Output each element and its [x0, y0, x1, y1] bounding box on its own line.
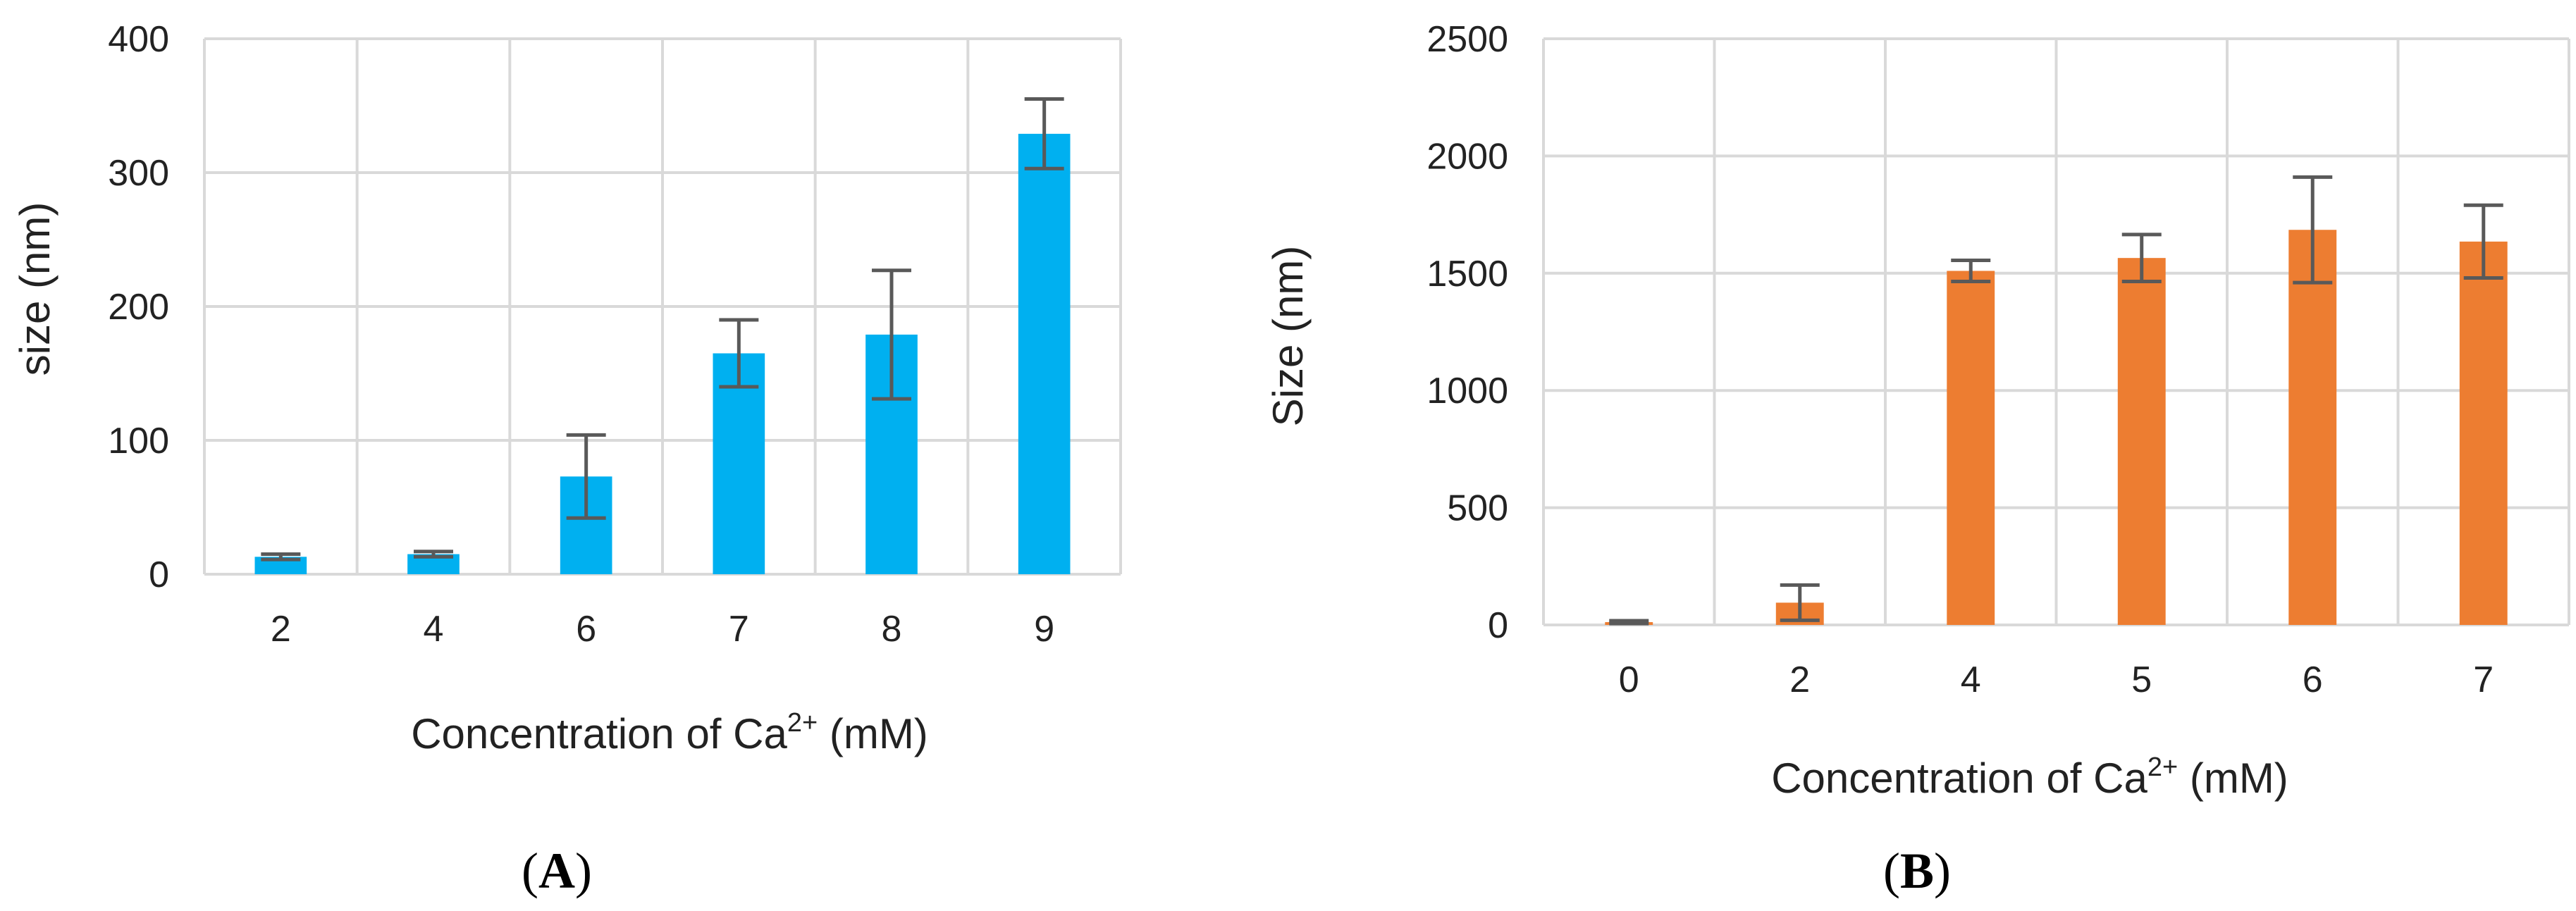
- x-tick-label-a-7: 7: [729, 609, 749, 650]
- x-tick-label-a-6: 6: [576, 609, 596, 650]
- x-ticks-a: 2 4 6 7 8 9: [271, 609, 1054, 650]
- x-axis-label-a-main: Concentration of Ca: [411, 710, 787, 757]
- y-ticks-b: 0 500 1000 1500 2000 2500: [1426, 19, 1508, 646]
- y-tick-label-b-1: 500: [1447, 488, 1508, 529]
- grid-b: [1542, 37, 2570, 626]
- y-tick-label-b-2: 1000: [1426, 371, 1508, 411]
- bar-a-7: [713, 353, 765, 574]
- x-axis-label-a-sup: 2+: [787, 708, 818, 738]
- x-axis-label-b-main: Concentration of Ca: [1771, 755, 2147, 802]
- y-tick-label-b-3: 1500: [1426, 254, 1508, 295]
- chart-panel-a: 0 100 200 300 400 2 4 6 7 8 9 size (nm) Concentra…: [11, 19, 1122, 899]
- x-axis-label-b: Concentration of Ca2+ (mM): [1771, 752, 2288, 802]
- x-tick-label-a-8: 8: [882, 609, 902, 650]
- x-tick-label-b-0: 0: [1619, 659, 1639, 700]
- error-bars-b: [1609, 175, 2503, 626]
- chart-panel-b: 0 500 1000 1500 2000 2500 0 2 4 5 6 7 Size (nm) Co…: [1264, 19, 2570, 899]
- x-axis-label-b-sup: 2+: [2147, 752, 2178, 782]
- x-axis-label-b-suffix: (mM): [2178, 755, 2288, 802]
- x-tick-label-b-7: 7: [2473, 659, 2494, 700]
- y-tick-label-a-3: 300: [108, 153, 169, 194]
- y-tick-label-a-4: 400: [108, 19, 169, 60]
- panel-label-b-letter: B: [1900, 843, 1934, 899]
- x-tick-label-b-5: 5: [2131, 659, 2152, 700]
- x-tick-label-b-2: 2: [1789, 659, 1810, 700]
- y-tick-label-b-5: 2500: [1426, 19, 1508, 60]
- y-tick-label-a-0: 0: [149, 554, 169, 595]
- panel-label-a: (A): [522, 843, 592, 899]
- y-ticks-a: 0 100 200 300 400: [108, 19, 169, 595]
- grid-a: [203, 37, 1122, 576]
- x-axis-label-a: Concentration of Ca2+ (mM): [411, 708, 928, 757]
- x-tick-label-b-4: 4: [1961, 659, 1981, 700]
- x-tick-label-a-4: 4: [424, 609, 444, 650]
- x-ticks-b: 0 2 4 5 6 7: [1619, 659, 2494, 700]
- panel-label-a-letter: A: [538, 843, 575, 899]
- bar-b-4: [1947, 271, 1995, 625]
- y-tick-label-a-1: 100: [108, 421, 169, 461]
- y-tick-label-b-0: 0: [1488, 605, 1508, 646]
- error-bars-a: [261, 97, 1064, 562]
- y-axis-label-a: size (nm): [11, 202, 58, 376]
- y-axis-label-b: Size (nm): [1264, 246, 1312, 427]
- bar-b-6: [2288, 230, 2337, 625]
- x-axis-label-a-suffix: (mM): [818, 710, 928, 757]
- x-tick-label-b-6: 6: [2303, 659, 2323, 700]
- bar-a-9: [1018, 133, 1071, 574]
- x-tick-label-a-2: 2: [271, 609, 291, 650]
- y-tick-label-a-2: 200: [108, 287, 169, 328]
- x-tick-label-a-9: 9: [1034, 609, 1054, 650]
- y-tick-label-b-4: 2000: [1426, 136, 1508, 177]
- bar-b-5: [2117, 258, 2166, 626]
- panel-label-b: (B): [1883, 843, 1951, 899]
- bar-b-7: [2459, 241, 2508, 625]
- bars-b: [1605, 230, 2508, 626]
